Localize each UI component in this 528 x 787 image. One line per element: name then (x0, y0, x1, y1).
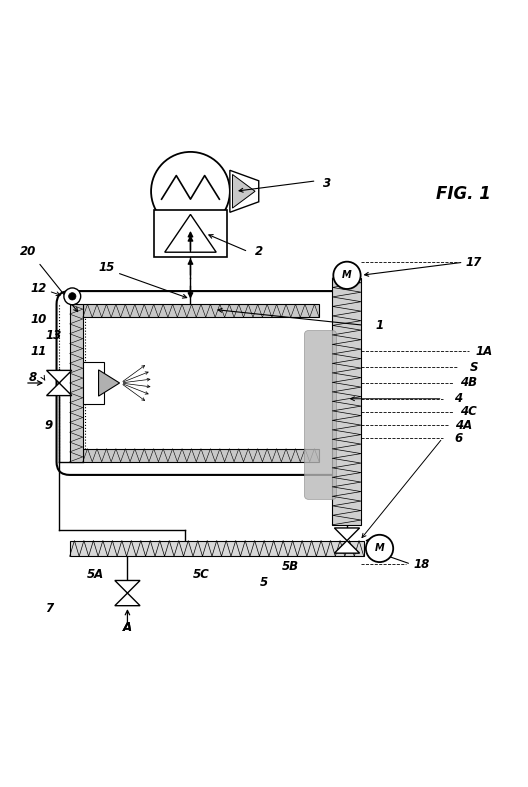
Polygon shape (99, 370, 119, 396)
Text: 6: 6 (454, 431, 463, 445)
Polygon shape (165, 214, 216, 252)
Bar (154, 209, 227, 257)
Text: 9: 9 (44, 419, 53, 431)
Bar (332, 278, 361, 525)
Text: 4C: 4C (460, 405, 477, 419)
Text: 12: 12 (30, 282, 46, 295)
Text: 4A: 4A (455, 419, 472, 431)
Polygon shape (46, 371, 72, 383)
Text: 10: 10 (30, 313, 46, 327)
Text: 4: 4 (454, 392, 463, 405)
Text: M: M (342, 270, 352, 280)
Circle shape (366, 535, 393, 562)
Text: 11: 11 (30, 345, 46, 358)
Text: S: S (470, 360, 478, 374)
Text: A: A (123, 621, 132, 634)
Circle shape (151, 152, 230, 231)
Text: 1: 1 (375, 319, 384, 332)
Text: 8: 8 (29, 371, 37, 384)
Polygon shape (334, 541, 360, 553)
Text: 17: 17 (466, 256, 482, 268)
Polygon shape (230, 170, 259, 212)
Text: 5C: 5C (193, 568, 209, 582)
Text: FIG. 1: FIG. 1 (436, 185, 491, 203)
Text: 20: 20 (20, 246, 36, 258)
Circle shape (69, 293, 76, 300)
Text: 18: 18 (413, 558, 430, 571)
Bar (83, 362, 104, 404)
FancyBboxPatch shape (305, 331, 336, 500)
Polygon shape (46, 383, 72, 396)
Polygon shape (115, 593, 140, 606)
Bar (83, 449, 319, 462)
Text: 15: 15 (98, 261, 115, 274)
Text: 5: 5 (260, 576, 268, 589)
Text: 7: 7 (44, 602, 53, 615)
Polygon shape (334, 528, 360, 541)
Text: 4B: 4B (460, 376, 477, 390)
Circle shape (64, 288, 81, 305)
Text: 5A: 5A (87, 568, 105, 582)
Text: M: M (375, 544, 384, 553)
Bar (70, 541, 364, 556)
Text: 13: 13 (46, 329, 62, 342)
Text: A: A (123, 621, 132, 634)
Text: 2: 2 (254, 246, 263, 258)
Circle shape (333, 261, 361, 289)
FancyBboxPatch shape (56, 291, 345, 475)
Text: 5B: 5B (282, 560, 299, 573)
Bar (70, 305, 83, 462)
Polygon shape (232, 175, 255, 208)
Text: 3: 3 (323, 177, 331, 190)
Text: 1A: 1A (476, 345, 493, 358)
Polygon shape (115, 581, 140, 593)
Bar (83, 305, 319, 317)
